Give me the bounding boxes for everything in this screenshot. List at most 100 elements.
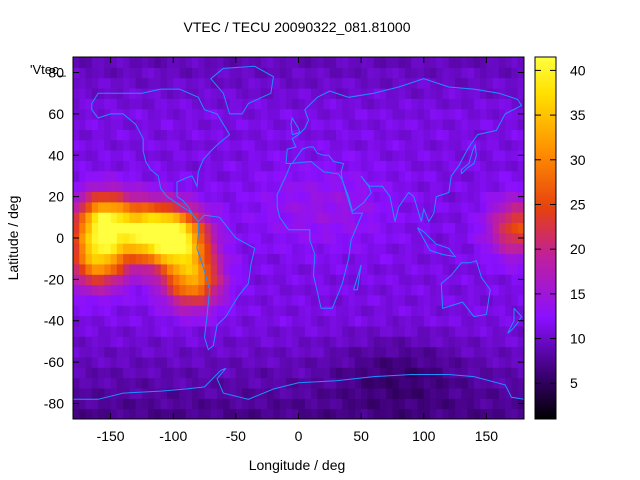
heat-cell	[498, 274, 506, 286]
heat-cell	[348, 243, 356, 255]
heat-cell	[229, 408, 237, 419]
heat-cell	[260, 336, 268, 348]
heat-cell	[135, 212, 143, 223]
heat-cell	[373, 77, 381, 89]
heat-cell	[430, 398, 437, 410]
heat-cell	[423, 108, 431, 120]
heat-cell	[141, 57, 149, 68]
heat-cell	[329, 212, 337, 223]
heat-cell	[323, 129, 331, 141]
heat-cell	[423, 253, 431, 265]
heat-cell	[248, 191, 256, 203]
heat-cell	[167, 57, 174, 68]
heat-cell	[292, 108, 300, 120]
heat-cell	[173, 57, 181, 68]
heat-cell	[242, 119, 249, 130]
heat-cell	[185, 139, 193, 151]
heat-cell	[498, 408, 506, 419]
heat-cell	[279, 408, 287, 419]
heat-cell	[192, 253, 199, 265]
heat-cell	[179, 139, 187, 151]
heat-cell	[348, 129, 356, 141]
heat-cell	[135, 201, 143, 213]
heat-cell	[342, 191, 350, 203]
heat-cell	[135, 263, 143, 275]
heat-cell	[91, 336, 99, 348]
heat-cell	[260, 108, 268, 120]
heat-cell	[116, 377, 124, 389]
heat-cell	[173, 377, 181, 389]
heat-cell	[398, 253, 406, 265]
heat-cell	[455, 232, 462, 244]
heat-cell	[473, 367, 481, 379]
heat-cell	[123, 139, 130, 151]
heat-cell	[398, 315, 406, 327]
heat-cell	[423, 408, 431, 419]
heat-cell	[361, 243, 368, 255]
heat-cell	[398, 67, 406, 79]
heat-cell	[129, 129, 137, 141]
heat-cell	[260, 263, 268, 275]
heat-cell	[342, 129, 350, 141]
heat-cell	[517, 305, 524, 317]
heat-cell	[473, 57, 481, 68]
heat-cell	[235, 284, 243, 296]
heat-cell	[248, 315, 256, 327]
heat-cell	[417, 377, 425, 389]
heat-cell	[223, 336, 231, 348]
heat-cell	[217, 408, 224, 419]
heat-cell	[204, 222, 212, 234]
coastline	[276, 160, 364, 309]
heat-cell	[135, 150, 143, 161]
heat-cell	[511, 388, 519, 399]
heat-cell	[135, 367, 143, 379]
heat-cell	[129, 263, 137, 275]
heat-cell	[104, 315, 112, 327]
heat-cell	[235, 398, 243, 410]
heat-cell	[329, 170, 337, 182]
heat-cell	[392, 88, 400, 99]
heat-cell	[110, 325, 118, 337]
heat-cell	[505, 170, 513, 182]
heat-cell	[129, 181, 137, 192]
heat-cell	[423, 129, 431, 141]
heat-cell	[273, 98, 281, 110]
heat-cell	[411, 305, 419, 317]
heat-cell	[279, 191, 287, 203]
heat-cell	[198, 88, 206, 99]
heat-cell	[198, 222, 206, 234]
heat-cell	[411, 57, 419, 68]
heat-cell	[116, 336, 124, 348]
heat-cell	[254, 150, 262, 161]
heat-cell	[267, 336, 275, 348]
heat-cell	[254, 77, 262, 89]
heat-cell	[517, 294, 524, 306]
heat-cell	[480, 150, 488, 161]
heat-cell	[292, 98, 300, 110]
heat-cell	[505, 67, 513, 79]
heat-cell	[279, 88, 287, 99]
heat-cell	[286, 222, 293, 234]
heat-cell	[323, 108, 331, 120]
heat-cell	[173, 222, 181, 234]
heat-cell	[442, 150, 450, 161]
heat-cell	[141, 77, 149, 89]
heat-cell	[517, 139, 524, 151]
heat-cell	[517, 408, 524, 419]
heat-cell	[223, 232, 231, 244]
heat-cell	[461, 408, 469, 419]
heat-cell	[298, 356, 306, 368]
heat-cell	[292, 212, 300, 223]
heat-cell	[116, 398, 124, 410]
heat-cell	[411, 398, 419, 410]
heat-cell	[104, 108, 112, 120]
heat-cell	[448, 294, 456, 306]
heat-cell	[148, 336, 156, 348]
heat-cell	[442, 222, 450, 234]
heat-cell	[505, 274, 513, 286]
heat-cell	[148, 388, 156, 399]
heat-cell	[248, 139, 256, 151]
heat-cell	[411, 88, 419, 99]
heat-cell	[386, 398, 394, 410]
heat-cell	[173, 294, 181, 306]
